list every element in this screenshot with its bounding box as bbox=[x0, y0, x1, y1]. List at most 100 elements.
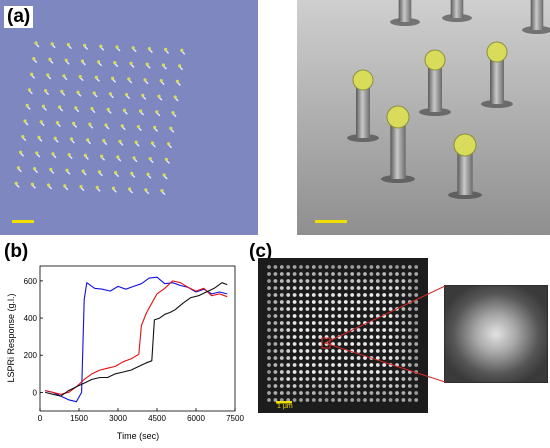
pillar-cap bbox=[95, 185, 99, 189]
optical-spot bbox=[343, 307, 348, 311]
optical-spot bbox=[305, 265, 310, 269]
optical-spot bbox=[395, 335, 399, 339]
pillar-cap bbox=[23, 119, 27, 123]
optical-spot bbox=[407, 328, 412, 332]
optical-spot bbox=[350, 356, 355, 360]
optical-spot bbox=[273, 328, 278, 332]
x-tick-label: 1500 bbox=[70, 414, 88, 423]
optical-spot bbox=[279, 265, 284, 269]
optical-spot bbox=[273, 398, 278, 402]
pillar-stem bbox=[530, 0, 544, 30]
optical-spot bbox=[414, 279, 419, 283]
optical-spot bbox=[337, 293, 342, 297]
optical-spot bbox=[279, 356, 284, 360]
optical-spot bbox=[350, 307, 355, 311]
pillar-cap bbox=[83, 153, 87, 157]
optical-spot bbox=[407, 293, 412, 297]
optical-spot bbox=[305, 363, 310, 367]
optical-spot bbox=[311, 391, 316, 395]
optical-spot bbox=[273, 363, 278, 367]
optical-spot bbox=[395, 342, 399, 346]
optical-spot bbox=[311, 300, 316, 304]
optical-spot bbox=[318, 335, 323, 339]
optical-spot bbox=[292, 370, 297, 374]
optical-spot bbox=[337, 391, 342, 395]
optical-spot bbox=[273, 321, 278, 325]
pillar-stem bbox=[450, 0, 464, 18]
pillar-cap bbox=[48, 57, 52, 62]
optical-spot bbox=[318, 321, 323, 325]
optical-spot bbox=[324, 391, 329, 395]
optical-spot bbox=[382, 391, 387, 395]
optical-spot bbox=[267, 349, 271, 353]
optical-spot bbox=[350, 300, 355, 304]
optical-spot bbox=[343, 272, 348, 276]
optical-spot bbox=[292, 272, 297, 276]
optical-spot bbox=[337, 377, 342, 381]
optical-spot bbox=[318, 349, 323, 353]
optical-spot bbox=[363, 356, 367, 360]
optical-spot bbox=[292, 328, 297, 332]
pillar-cap bbox=[132, 156, 136, 160]
optical-spot bbox=[324, 307, 329, 311]
optical-spot bbox=[401, 391, 406, 395]
optical-spot bbox=[356, 307, 361, 311]
y-tick-label: 600 bbox=[24, 277, 38, 286]
optical-spot bbox=[363, 293, 367, 297]
pillar-cap bbox=[60, 89, 64, 93]
optical-spot bbox=[267, 279, 271, 283]
optical-spot bbox=[292, 363, 297, 367]
optical-spot bbox=[292, 321, 297, 325]
optical-spot bbox=[318, 272, 323, 276]
optical-spot bbox=[279, 349, 284, 353]
optical-spot bbox=[324, 293, 329, 297]
optical-spot bbox=[299, 314, 303, 318]
pillar-cap bbox=[46, 73, 50, 77]
optical-spot bbox=[305, 286, 310, 290]
optical-spot bbox=[382, 272, 387, 276]
optical-spot bbox=[279, 286, 284, 290]
pillar-cap bbox=[30, 72, 34, 76]
optical-spot bbox=[414, 342, 419, 346]
optical-spot bbox=[305, 356, 310, 360]
optical-spot bbox=[331, 272, 335, 276]
optical-spot bbox=[343, 314, 348, 318]
optical-spot bbox=[375, 293, 380, 297]
pillar-cap bbox=[67, 153, 71, 157]
optical-spot bbox=[286, 265, 291, 269]
optical-spot bbox=[318, 307, 323, 311]
optical-spot bbox=[388, 328, 393, 332]
optical-spot bbox=[273, 342, 278, 346]
optical-spot bbox=[350, 272, 355, 276]
optical-spot bbox=[267, 356, 271, 360]
optical-spot bbox=[369, 279, 374, 283]
optical-spot bbox=[382, 265, 387, 269]
optical-spot bbox=[382, 300, 387, 304]
pillar-cap bbox=[34, 41, 38, 45]
optical-spot bbox=[279, 293, 284, 297]
optical-spot bbox=[331, 349, 335, 353]
scale-bar-label: 1 µm bbox=[277, 403, 293, 410]
pillar-cap bbox=[141, 93, 145, 97]
optical-spot bbox=[299, 349, 303, 353]
optical-spot bbox=[324, 370, 329, 374]
pillar-cap bbox=[164, 47, 168, 52]
optical-spot bbox=[305, 314, 310, 318]
optical-spot bbox=[324, 279, 329, 283]
optical-spot bbox=[369, 391, 374, 395]
optical-spot bbox=[292, 398, 297, 402]
optical-spot bbox=[375, 384, 380, 388]
optical-spot bbox=[343, 377, 348, 381]
optical-spot bbox=[363, 321, 367, 325]
optical-spot bbox=[401, 321, 406, 325]
optical-spot bbox=[299, 356, 303, 360]
optical-spot bbox=[267, 370, 271, 374]
optical-spot bbox=[382, 370, 387, 374]
pillar-cap bbox=[49, 167, 53, 171]
optical-spot bbox=[267, 328, 271, 332]
optical-spot bbox=[286, 384, 291, 388]
optical-spot bbox=[299, 279, 303, 283]
optical-spot bbox=[407, 391, 412, 395]
optical-spot bbox=[331, 363, 335, 367]
pillar-cap bbox=[352, 69, 374, 91]
